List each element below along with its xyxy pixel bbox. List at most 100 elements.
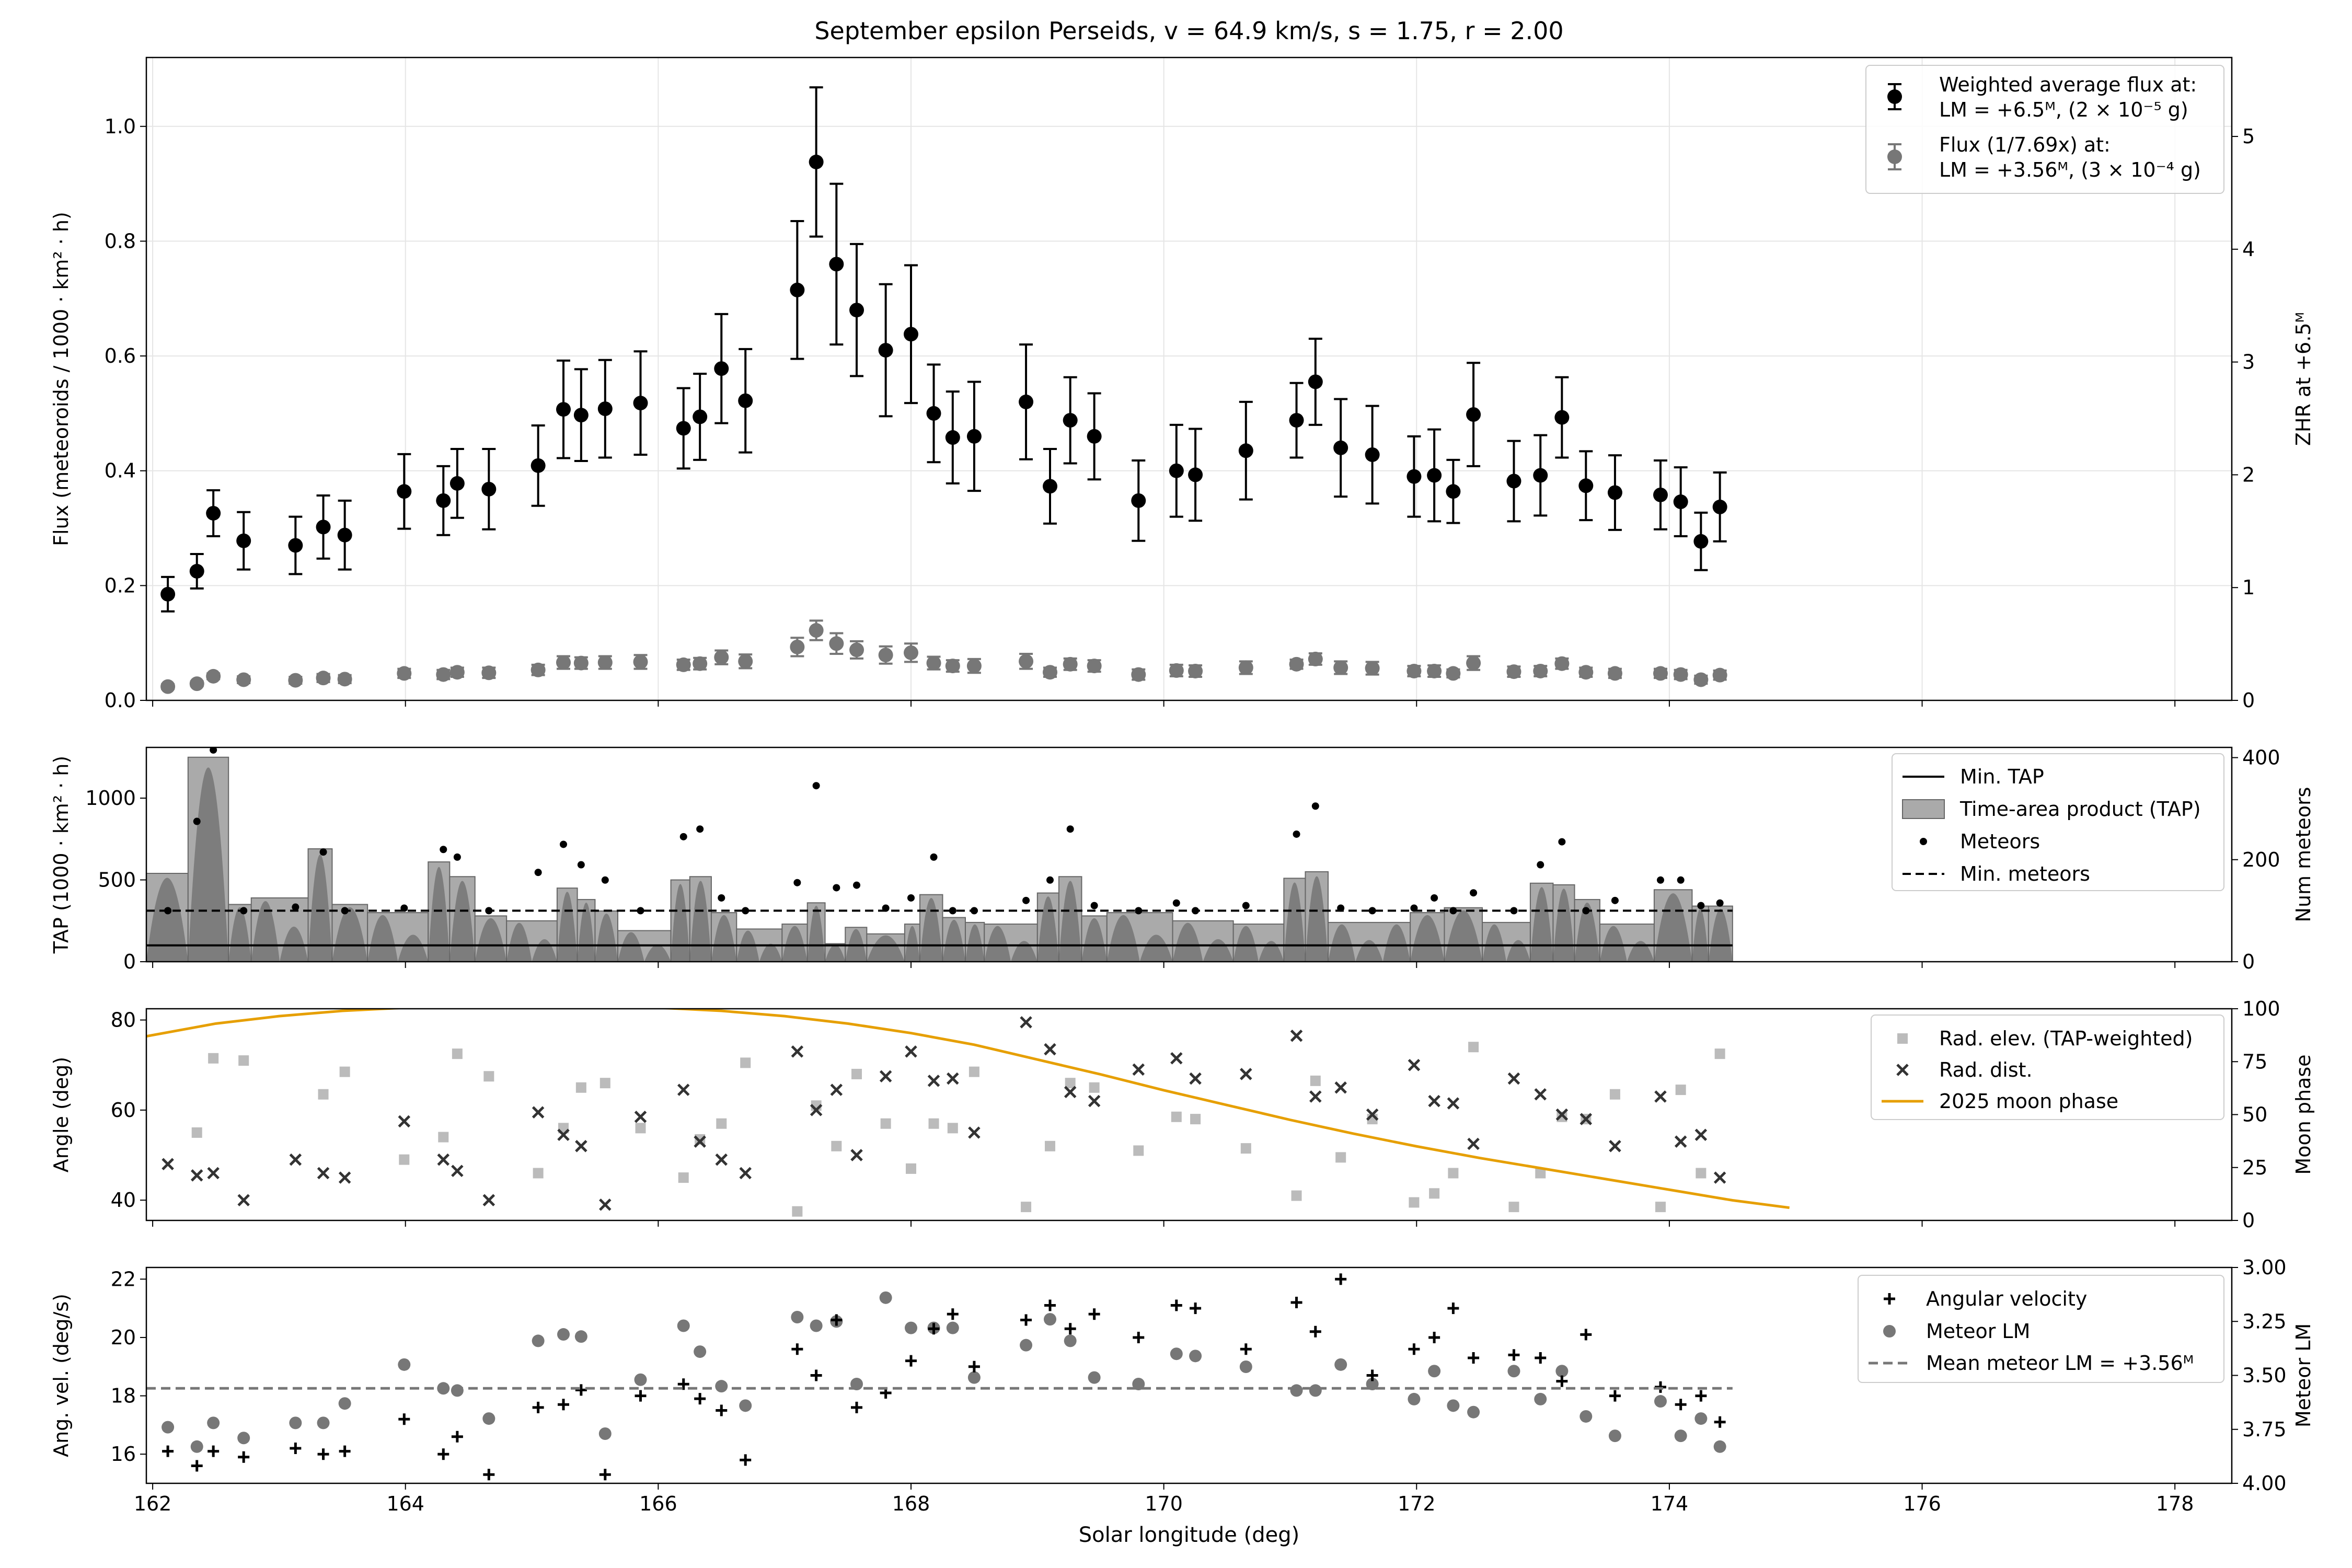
rad-elev-point [851, 1068, 862, 1079]
x-tick-label: 178 [2156, 1492, 2194, 1515]
tap-coverage [557, 892, 578, 962]
rad-elev-point [1429, 1188, 1440, 1199]
meteor-lm-point [1507, 1365, 1520, 1378]
tap-coverage [671, 884, 690, 962]
tap-coverage [1599, 926, 1654, 962]
tap-coverage [825, 944, 846, 962]
legend-box [1858, 1275, 2224, 1383]
angular-velocity-point [1290, 1296, 1302, 1308]
angular-velocity-point [1428, 1331, 1440, 1343]
meteor-count-point [1066, 825, 1074, 833]
meteor-count-point [1293, 830, 1300, 838]
rad-elev-point [716, 1118, 727, 1129]
flux-scaled-point [1169, 663, 1184, 678]
legend-marker [1902, 799, 1945, 819]
legend-label: Min. meteors [1960, 862, 2090, 885]
rad-elev-point [1675, 1085, 1686, 1096]
flux-point [436, 493, 451, 508]
flux-point [926, 406, 941, 421]
flux-point [1063, 413, 1078, 428]
tap-coverage [1444, 910, 1483, 962]
flux-scaled-point [597, 655, 613, 670]
meteor-lm-point [451, 1384, 464, 1397]
x-tick-label: 176 [1903, 1492, 1941, 1515]
rad-elev-point [208, 1053, 219, 1064]
flux-scaled-point [288, 673, 303, 688]
y2-tick-label: 100 [2242, 997, 2280, 1020]
rad-dist-point [1366, 1108, 1379, 1121]
angular-velocity-point [532, 1401, 544, 1413]
flux-point [481, 481, 497, 497]
rad-elev-point [1448, 1168, 1459, 1179]
tap-coverage [308, 854, 332, 962]
meteor-count-point [400, 904, 408, 912]
flux-point [597, 401, 613, 417]
angular-velocity-point [810, 1369, 822, 1381]
meteor-count-point [1431, 894, 1438, 902]
meteor-count-point [1716, 899, 1724, 907]
rad-dist-point [1020, 1016, 1032, 1029]
angular-velocity-point [635, 1390, 647, 1402]
x-tick-label: 172 [1398, 1492, 1436, 1515]
legend-box [1871, 1014, 2224, 1120]
legend-label: Meteor LM [1926, 1320, 2030, 1343]
y2-tick-label: 75 [2242, 1050, 2267, 1073]
flux-scaled-point [809, 623, 824, 638]
y2-tick-label: 0 [2242, 1209, 2255, 1232]
flux-scaled-point [1188, 663, 1203, 678]
flux-point [966, 429, 982, 444]
y-tick-label: 0 [123, 950, 136, 973]
meteor-lm-point [1694, 1412, 1708, 1425]
rad-dist-point [677, 1083, 690, 1096]
rad-dist-point [810, 1104, 823, 1116]
y2-tick-label: 4 [2242, 238, 2255, 261]
flux-point [1427, 468, 1442, 483]
y-tick-label: 20 [111, 1326, 136, 1349]
flux-scaled-point [1427, 663, 1442, 678]
flux-point [633, 396, 648, 411]
legend-label: Weighted average flux at: [1939, 73, 2197, 96]
flux-scaled-point [1653, 666, 1668, 681]
rad-dist-point [207, 1167, 220, 1180]
rad-dist-point [830, 1083, 843, 1096]
meteor-lm-point [715, 1380, 728, 1393]
flux-scaled-point [436, 667, 451, 682]
meteor-count-point [1311, 802, 1319, 810]
rad-dist-point [190, 1169, 203, 1182]
y-axis-label: TAP (1000 · km² · h) [50, 756, 73, 954]
meteor-count-point [534, 869, 542, 877]
meteor-count-point [485, 907, 493, 915]
angular-velocity-point [1714, 1416, 1726, 1428]
y2-axis-label: Moon phase [2292, 1054, 2315, 1174]
y2-tick-label: 3.00 [2242, 1256, 2287, 1279]
rad-dist-point [1713, 1171, 1726, 1184]
flux-point [1406, 469, 1422, 484]
y-tick-label: 80 [111, 1009, 136, 1032]
meteor-count-point [1192, 907, 1200, 915]
meteor-count-point [560, 840, 567, 848]
rad-elev-point [1696, 1168, 1707, 1179]
legend-marker [1887, 149, 1902, 164]
rad-dist-point [1654, 1090, 1667, 1103]
legend-box [1865, 65, 2224, 194]
meteor-count-point [193, 817, 201, 825]
angular-velocity-point [191, 1460, 203, 1472]
angular-velocity-point [905, 1355, 917, 1367]
legend-marker [1887, 89, 1902, 104]
rad-elev-point [318, 1089, 329, 1100]
flux-scaled-point [966, 659, 982, 674]
angular-velocity-point [1170, 1299, 1182, 1311]
meteor-lm-point [1579, 1410, 1593, 1423]
flux-scaled-point [1063, 656, 1078, 672]
rad-elev-point [1609, 1089, 1620, 1100]
meteor-count-point [637, 907, 644, 915]
meteor-lm-point [289, 1416, 302, 1429]
y-axis-label: Ang. vel. (deg/s) [50, 1294, 73, 1457]
legend-label: Min. TAP [1960, 765, 2044, 788]
meteor-lm-point [677, 1319, 690, 1332]
meteor-lm-point [1064, 1334, 1077, 1347]
angular-velocity-point [1535, 1352, 1547, 1364]
rad-dist-point [791, 1045, 804, 1058]
rad-dist-point [715, 1153, 728, 1166]
rad-elev-point [1171, 1111, 1182, 1122]
